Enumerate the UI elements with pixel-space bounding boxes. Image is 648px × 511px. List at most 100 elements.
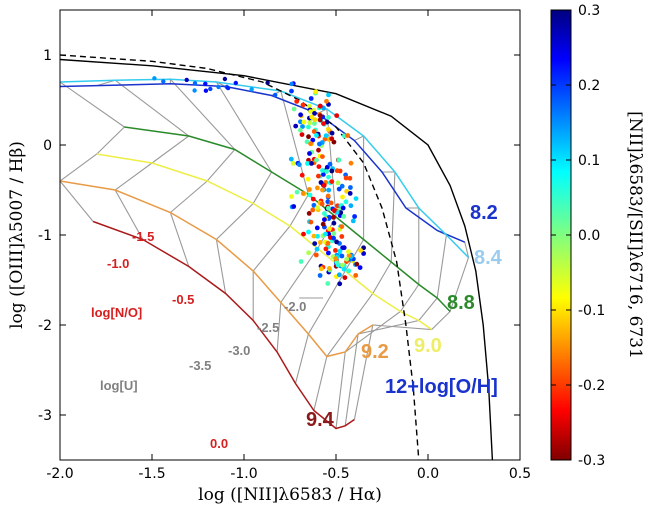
metallicity-track-8-8 bbox=[124, 126, 451, 313]
data-point bbox=[299, 172, 305, 178]
x-tick-label: -1.5 bbox=[138, 466, 165, 482]
data-point bbox=[289, 88, 294, 94]
colorbar-tick-label: -0.2 bbox=[578, 378, 605, 394]
x-tick-label: -2.0 bbox=[46, 466, 73, 482]
data-point bbox=[225, 85, 231, 91]
data-point bbox=[306, 187, 312, 192]
data-point bbox=[184, 77, 189, 83]
data-point bbox=[346, 249, 351, 255]
data-point bbox=[321, 172, 326, 177]
data-point bbox=[326, 250, 331, 256]
kewley-curve bbox=[60, 54, 420, 460]
x-tick-label: -0.5 bbox=[322, 466, 349, 482]
data-point bbox=[304, 139, 310, 145]
data-point bbox=[361, 251, 366, 256]
metallicity-track-8-4 bbox=[60, 78, 470, 259]
data-point bbox=[347, 191, 353, 196]
data-point bbox=[322, 211, 327, 216]
data-point bbox=[203, 81, 208, 87]
no-title: log[N/O] bbox=[91, 305, 142, 320]
data-point bbox=[249, 87, 254, 92]
data-point bbox=[306, 124, 311, 130]
data-point bbox=[310, 196, 316, 202]
no-value-3: 0.0 bbox=[210, 436, 228, 451]
data-point bbox=[324, 169, 329, 174]
oh-value-8-2: 8.2 bbox=[470, 202, 498, 224]
data-point bbox=[340, 205, 346, 211]
colorbar-tick-label: 0.2 bbox=[578, 78, 600, 94]
data-point bbox=[307, 103, 312, 109]
data-point bbox=[317, 141, 322, 147]
data-point bbox=[312, 241, 318, 247]
data-point bbox=[300, 102, 306, 108]
data-point bbox=[339, 234, 345, 239]
data-point bbox=[329, 136, 335, 142]
data-point bbox=[333, 248, 338, 253]
data-point bbox=[326, 115, 331, 120]
data-point bbox=[317, 117, 323, 123]
data-point bbox=[319, 201, 325, 207]
oh-value-8-8: 8.8 bbox=[447, 292, 475, 314]
y-tick-label: 0 bbox=[43, 138, 52, 154]
data-point bbox=[288, 156, 294, 162]
no-value-2: -0.5 bbox=[172, 292, 194, 307]
ionization-grid-line bbox=[96, 79, 190, 240]
data-point bbox=[343, 199, 349, 205]
oh-value-9-2: 9.2 bbox=[361, 341, 389, 363]
data-point bbox=[233, 80, 238, 86]
u-value-0: -2.0 bbox=[284, 299, 306, 314]
colorbar-tick-label: 0.0 bbox=[578, 228, 600, 244]
data-point bbox=[335, 180, 341, 186]
data-point bbox=[344, 188, 349, 194]
data-point bbox=[329, 168, 335, 174]
data-point bbox=[289, 81, 294, 87]
y-tick-label: -3 bbox=[38, 408, 52, 424]
data-point bbox=[296, 162, 302, 168]
y-axis-label: log ([OIII]λ5007 / Hβ) bbox=[7, 141, 27, 329]
oh-value-9-0: 9.0 bbox=[414, 335, 442, 357]
data-point bbox=[305, 176, 311, 182]
data-point bbox=[333, 256, 339, 262]
oh-value-8-4: 8.4 bbox=[474, 247, 503, 269]
data-point bbox=[273, 92, 278, 98]
data-point bbox=[325, 240, 331, 246]
data-point bbox=[323, 133, 329, 139]
data-point bbox=[314, 225, 320, 231]
data-point bbox=[339, 262, 345, 268]
data-point bbox=[336, 186, 342, 192]
x-tick-label: -1.0 bbox=[230, 466, 257, 482]
data-point bbox=[337, 272, 342, 278]
data-point bbox=[337, 281, 343, 287]
data-point bbox=[300, 191, 306, 196]
data-point bbox=[348, 203, 354, 209]
data-point bbox=[291, 204, 297, 209]
data-point bbox=[309, 161, 314, 166]
data-point bbox=[317, 273, 323, 278]
data-point bbox=[331, 214, 336, 220]
data-point bbox=[324, 98, 329, 104]
data-point bbox=[326, 174, 331, 180]
data-point bbox=[329, 130, 335, 136]
data-point bbox=[352, 214, 357, 219]
data-point bbox=[325, 126, 331, 132]
data-point bbox=[338, 210, 344, 216]
data-point bbox=[346, 268, 352, 274]
data-point bbox=[308, 219, 314, 225]
data-point bbox=[298, 112, 303, 118]
data-point bbox=[323, 246, 329, 252]
data-point bbox=[294, 189, 300, 195]
data-point bbox=[357, 265, 363, 270]
data-point bbox=[298, 119, 303, 125]
data-point bbox=[353, 196, 359, 202]
data-point bbox=[317, 113, 323, 119]
data-point bbox=[310, 137, 316, 143]
ionization-grid-line bbox=[60, 81, 126, 222]
data-point bbox=[316, 147, 321, 153]
data-point bbox=[327, 214, 332, 220]
data-point bbox=[317, 240, 323, 245]
data-point bbox=[297, 127, 303, 133]
data-point bbox=[328, 200, 334, 206]
data-point bbox=[318, 266, 324, 272]
colorbar-tick-label: -0.3 bbox=[578, 453, 605, 469]
